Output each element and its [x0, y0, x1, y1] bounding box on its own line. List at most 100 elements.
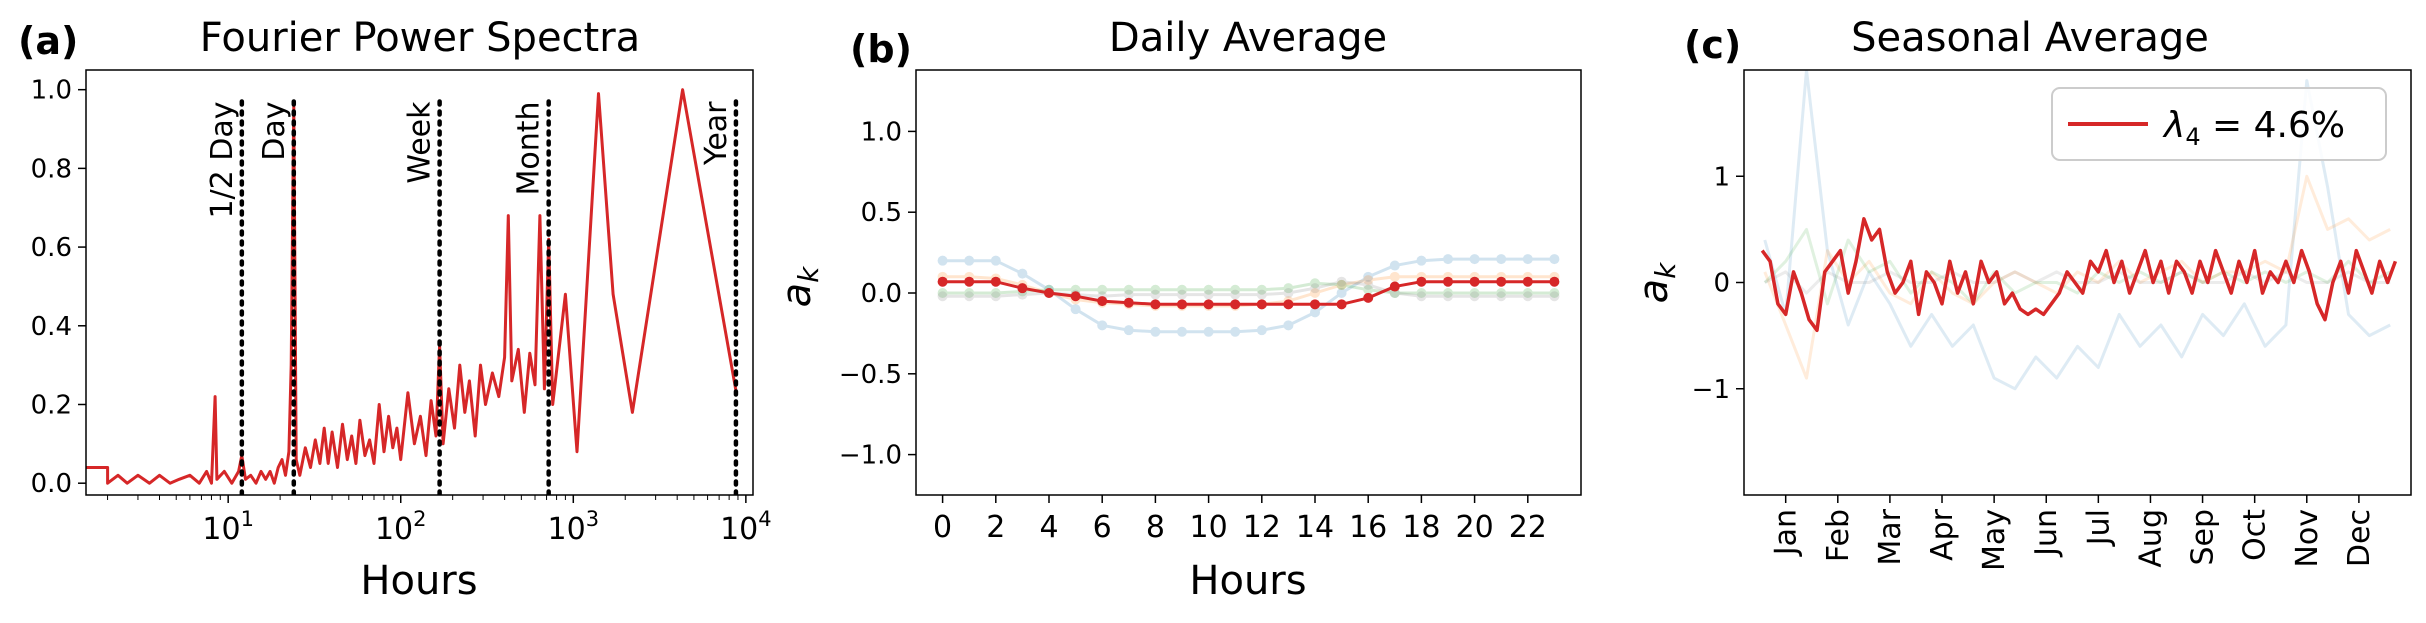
series-point: [1177, 284, 1187, 295]
b-xtick-label: 8: [1146, 510, 1165, 545]
panel-c-ylabel-sub: k: [1649, 261, 1682, 279]
b-xtick-label: 0: [933, 510, 952, 545]
series-point: [1230, 299, 1241, 310]
series-point: [990, 255, 1001, 266]
b-xtick-label: 6: [1093, 510, 1112, 545]
series-point: [964, 276, 975, 287]
series-point: [1070, 291, 1081, 302]
series-point: [990, 288, 1001, 299]
faint-series-0: [937, 254, 1560, 337]
legend-box: [2051, 87, 2387, 161]
panel-c-letter: (c): [1684, 23, 1741, 67]
panel-c-plot-area: [1760, 70, 2398, 391]
faint-series-2: [1763, 227, 2391, 306]
legend-lambda: λ: [2162, 105, 2185, 146]
series-point: [1389, 260, 1400, 271]
series-line: [942, 281, 1555, 295]
spectrum-line: [86, 88, 738, 485]
series-point: [1469, 288, 1480, 299]
b-xtick-label: 22: [1509, 510, 1547, 545]
series-point: [1496, 276, 1507, 287]
series-point: [1389, 281, 1400, 292]
panel-b-title: Daily Average: [1109, 15, 1387, 61]
series-point: [1363, 275, 1374, 286]
series-point: [990, 291, 1001, 302]
series-point: [1097, 296, 1108, 307]
b-xtick-label: 10: [1190, 510, 1228, 545]
series-point: [1496, 291, 1507, 302]
series-point: [1336, 279, 1347, 290]
a-ytick-label: 0.4: [31, 312, 72, 342]
a-ytick-label: 1.0: [31, 76, 72, 106]
series-point: [1256, 299, 1267, 310]
panel-c: (c) Seasonal Average −1 0 1 Jan Feb Mar Apr Ma…: [1631, 15, 2412, 571]
series-point: [1123, 325, 1134, 336]
ref-label-12day: 1/2 Day: [205, 101, 240, 218]
series-point: [1443, 254, 1453, 265]
series-point: [1203, 289, 1214, 300]
series-point: [1150, 284, 1161, 295]
series-point: [1549, 254, 1560, 265]
c-xtick-label: Oct: [2238, 509, 2273, 561]
series-point: [1283, 288, 1294, 299]
series-point: [1549, 288, 1560, 299]
series-point: [1310, 299, 1320, 310]
legend-label: λ4 = 4.6%: [2162, 105, 2345, 151]
series-point: [1416, 255, 1427, 266]
panel-b-ylabel-main: a: [774, 283, 820, 308]
c-ytick-label: 1: [1713, 162, 1730, 192]
faint-series-1: [1763, 174, 2391, 380]
series-point: [1389, 271, 1400, 282]
a-ytick-label: 0.2: [31, 390, 72, 420]
panel-b-letter: (b): [850, 27, 912, 71]
series-point: [1336, 288, 1347, 299]
series-point: [1283, 320, 1294, 331]
c-xtick-label: Jul: [2081, 509, 2116, 547]
series-point: [1177, 326, 1187, 337]
panel-b-x-ticks: 0 2 4 6 8 10 12 14 16 18 20 22: [933, 495, 1547, 545]
panel-a-y-ticks: 0.0 0.2 0.4 0.6 0.8 1.0: [31, 76, 86, 499]
series-point: [1310, 278, 1320, 289]
panel-a-letter: (a): [18, 19, 78, 63]
series-point: [1097, 284, 1108, 295]
panel-b-frame: [915, 69, 1582, 496]
series-point: [1203, 299, 1214, 310]
series-point: [1123, 289, 1134, 300]
panel-c-ylabel: ak: [1631, 261, 1682, 304]
series-point: [1443, 288, 1453, 299]
b-ytick-label: −1.0: [839, 441, 902, 471]
legend-subscript: 4: [2185, 123, 2200, 151]
c-xtick-label: Jan: [1769, 509, 1804, 557]
series-point: [1496, 288, 1507, 299]
c-xtick-label: Nov: [2290, 509, 2325, 568]
a-xtick-label: 103: [548, 507, 600, 547]
series-point: [1256, 325, 1267, 336]
series-point: [1522, 288, 1533, 299]
series-point: [1310, 307, 1320, 318]
b-xtick-label: 12: [1243, 510, 1281, 545]
series-point: [1522, 291, 1533, 302]
series-point: [1230, 289, 1241, 300]
series-point: [1177, 289, 1187, 300]
series-point: [1469, 276, 1480, 287]
legend-value: = 4.6%: [2201, 105, 2346, 146]
series-point: [1416, 288, 1427, 299]
faint-series-0: [1763, 70, 2391, 391]
panel-a-title: Fourier Power Spectra: [200, 15, 640, 61]
series-point: [1363, 284, 1374, 295]
ref-label-month: Month: [512, 101, 547, 195]
series-point: [1549, 291, 1560, 302]
series-point: [1336, 276, 1347, 287]
b-ytick-label: 0.0: [861, 279, 902, 309]
series-point: [1097, 320, 1108, 331]
c-xtick-label: Aug: [2133, 509, 2168, 568]
series-point: [1363, 271, 1374, 282]
b-xtick-label: 4: [1039, 510, 1058, 545]
series-point: [1310, 288, 1320, 299]
panel-b-xlabel: Hours: [1189, 558, 1306, 604]
c-xtick-label: Mar: [1873, 508, 1908, 565]
series-point: [1256, 289, 1267, 300]
panel-a-xlabel: Hours: [360, 558, 477, 604]
series-point: [1336, 299, 1347, 310]
panel-b-ylabel: ak: [774, 265, 825, 308]
